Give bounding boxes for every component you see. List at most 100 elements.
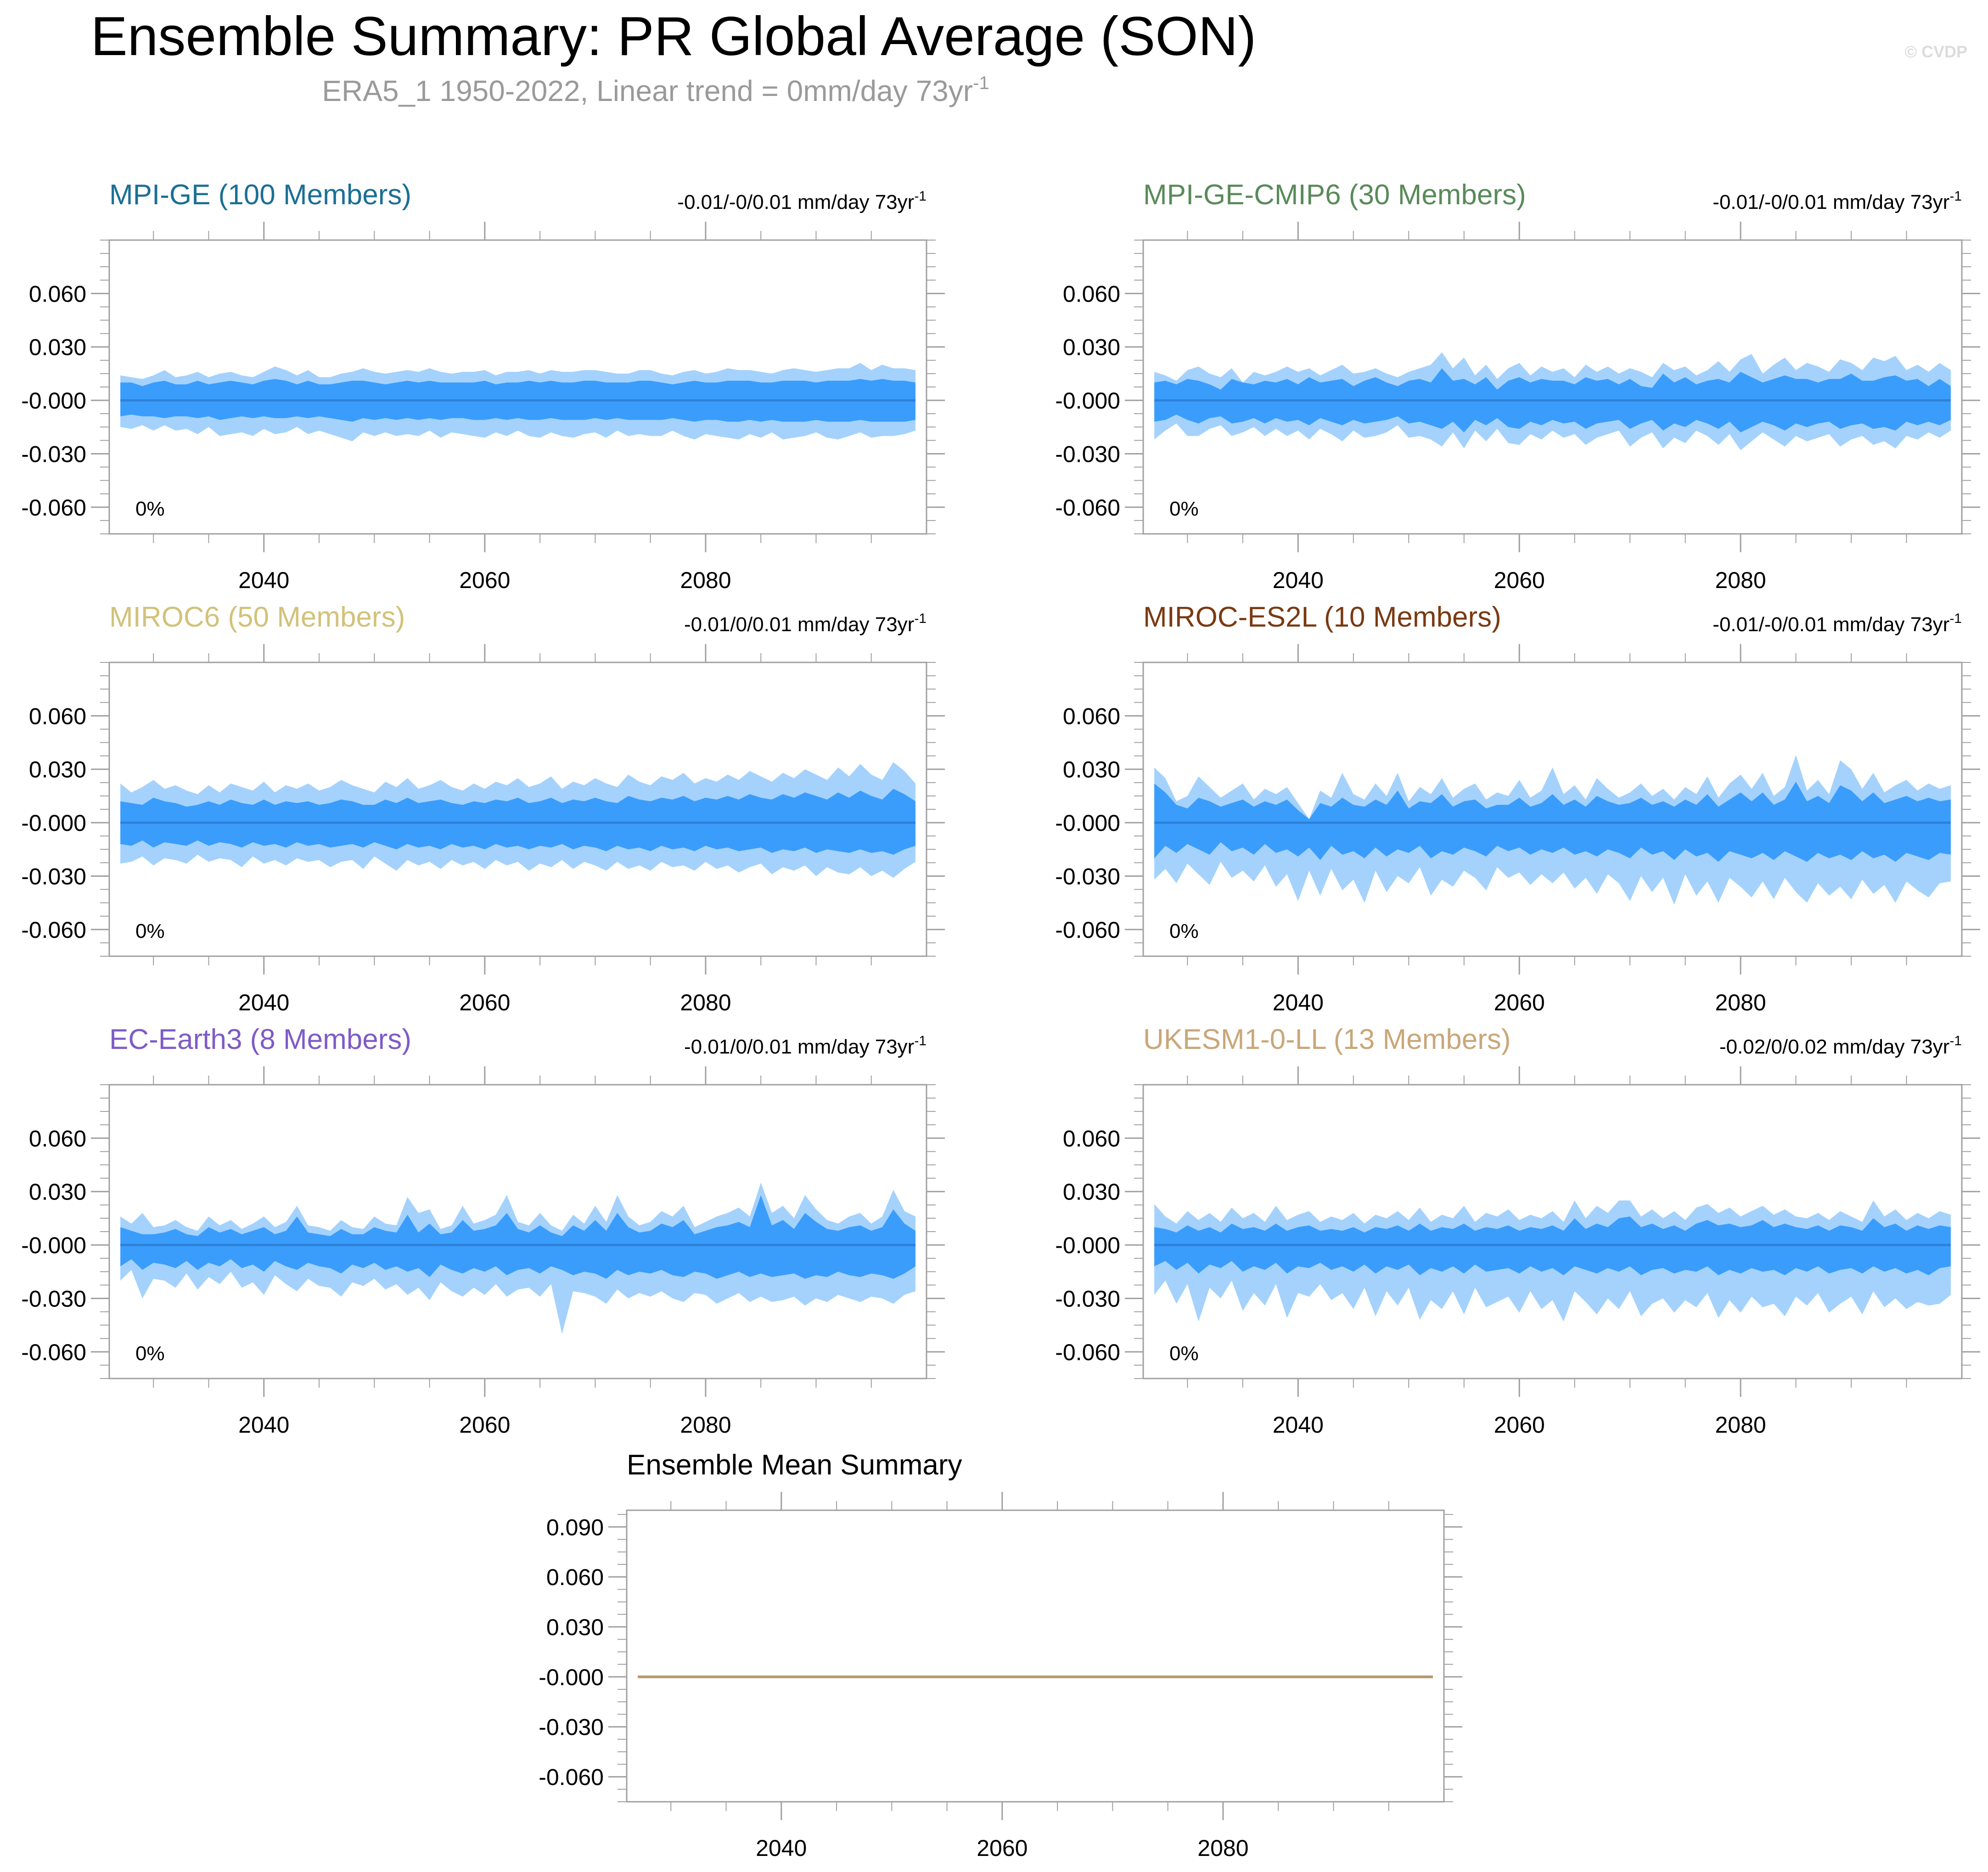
panel-trend: -0.01/0/0.01 mm/day 73yr-1 xyxy=(684,1033,927,1058)
y-tick-label: 0.060 xyxy=(1063,281,1120,307)
y-tick-label: -0.000 xyxy=(21,810,86,836)
panel-percent: 0% xyxy=(135,920,165,942)
panel-ec-earth3: 0.060 0.030 -0.000 -0.030 -0.060 2040 2060 2080… xyxy=(21,1024,945,1438)
panel-ensemble-mean-summary: 0.090 0.060 0.030 -0.000 -0.030 -0.060 2040 206… xyxy=(539,1449,1462,1861)
panel-trend-text: -0.02/0/0.02 mm/day 73yr xyxy=(1719,1036,1949,1058)
y-tick-label: -0.060 xyxy=(1055,495,1120,521)
x-tick-label: 2080 xyxy=(1715,990,1766,1015)
y-tick-label: -0.030 xyxy=(21,863,86,889)
panel-percent: 0% xyxy=(1169,1342,1199,1365)
y-tick-label: 0.090 xyxy=(546,1514,604,1540)
y-tick-label: 0.060 xyxy=(1063,1126,1120,1151)
x-tick-label: 2060 xyxy=(977,1835,1028,1861)
y-tick-label: -0.030 xyxy=(21,441,86,467)
y-tick-label: -0.060 xyxy=(539,1765,604,1790)
band-10-90 xyxy=(120,1195,915,1279)
x-tick-label: 2080 xyxy=(680,567,731,593)
axis-ticks xyxy=(608,1492,1462,1820)
axis-ticks xyxy=(91,222,945,552)
panel-trend-sup: -1 xyxy=(914,611,927,626)
y-tick-label: -0.030 xyxy=(1055,863,1120,889)
y-tick-label: 0.060 xyxy=(29,703,86,729)
panel-trend-text: -0.01/-0/0.01 mm/day 73yr xyxy=(677,191,914,213)
panels-container: 0.060 0.030 -0.000 -0.030 -0.060 2040 2060 2080… xyxy=(21,179,1980,1861)
y-tick-label: -0.060 xyxy=(21,495,86,521)
y-tick-label: 0.030 xyxy=(29,335,86,360)
x-tick-label: 2060 xyxy=(459,567,510,593)
x-tick-label: 2040 xyxy=(1273,567,1324,593)
panel-trend-sup: -1 xyxy=(1949,1033,1962,1048)
panel-miroc-es2l: 0.060 0.030 -0.000 -0.030 -0.060 2040 2060 2080… xyxy=(1055,601,1980,1015)
panel-title: MIROC-ES2L (10 Members) xyxy=(1143,601,1501,633)
panel-percent: 0% xyxy=(1169,920,1199,942)
y-tick-label: 0.030 xyxy=(1063,757,1120,783)
watermark: © CVDP xyxy=(1904,42,1967,61)
panel-percent: 0% xyxy=(135,498,165,520)
y-tick-label: -0.030 xyxy=(21,1286,86,1312)
panel-title: EC-Earth3 (8 Members) xyxy=(109,1024,411,1055)
panel-title: MPI-GE-CMIP6 (30 Members) xyxy=(1143,179,1526,211)
figure-subtitle-text: ERA5_1 1950-2022, Linear trend = 0mm/day… xyxy=(322,74,973,107)
y-tick-label: -0.060 xyxy=(1055,1340,1120,1365)
panel-title: UKESM1-0-LL (13 Members) xyxy=(1143,1024,1511,1055)
panel-percent: 0% xyxy=(135,1342,165,1365)
panel-percent: 0% xyxy=(1169,498,1199,520)
x-tick-label: 2080 xyxy=(1197,1835,1248,1861)
panel-trend-text: -0.01/0/0.01 mm/day 73yr xyxy=(684,1036,914,1058)
y-tick-label: -0.000 xyxy=(539,1665,604,1690)
y-tick-label: 0.060 xyxy=(1063,703,1120,729)
axis-ticks xyxy=(1125,644,1980,975)
x-tick-label: 2060 xyxy=(459,990,510,1015)
y-tick-label: -0.030 xyxy=(1055,441,1120,467)
y-tick-label: 0.030 xyxy=(1063,335,1120,360)
y-tick-label: -0.060 xyxy=(21,1340,86,1365)
y-tick-label: 0.030 xyxy=(29,1179,86,1205)
axis-ticks xyxy=(91,644,945,975)
y-tick-label: -0.000 xyxy=(21,1233,86,1258)
panel-ukesm1-0-ll: 0.060 0.030 -0.000 -0.030 -0.060 2040 2060 2080… xyxy=(1055,1024,1980,1438)
plot-area xyxy=(627,1510,1444,1802)
figure-subtitle-sup: -1 xyxy=(973,73,989,93)
panel-trend-sup: -1 xyxy=(914,1033,927,1048)
x-tick-label: 2060 xyxy=(1494,1412,1545,1438)
y-tick-label: -0.000 xyxy=(1055,1233,1120,1258)
panel-trend: -0.01/0/0.01 mm/day 73yr-1 xyxy=(684,611,927,636)
panel-trend: -0.01/-0/0.01 mm/day 73yr-1 xyxy=(1713,189,1962,213)
panel-title: Ensemble Mean Summary xyxy=(627,1449,962,1481)
x-tick-label: 2080 xyxy=(680,1412,731,1438)
y-tick-label: 0.030 xyxy=(546,1614,604,1640)
x-tick-label: 2080 xyxy=(680,990,731,1015)
axis-ticks xyxy=(1125,1066,1980,1397)
panel-trend-sup: -1 xyxy=(1949,611,1962,626)
y-tick-label: -0.000 xyxy=(1055,810,1120,836)
panel-mpi-ge-cmip6: 0.060 0.030 -0.000 -0.030 -0.060 2040 2060 2080… xyxy=(1055,179,1980,593)
figure-subtitle: ERA5_1 1950-2022, Linear trend = 0mm/day… xyxy=(322,73,989,107)
panel-trend: -0.02/0/0.02 mm/day 73yr-1 xyxy=(1719,1033,1962,1058)
y-tick-label: 0.060 xyxy=(29,281,86,307)
panel-mpi-ge: 0.060 0.030 -0.000 -0.030 -0.060 2040 2060 2080… xyxy=(21,179,945,593)
x-tick-label: 2040 xyxy=(238,990,289,1015)
panel-miroc6: 0.060 0.030 -0.000 -0.030 -0.060 2040 2060 2080… xyxy=(21,601,945,1015)
axis-ticks xyxy=(1125,222,1980,552)
panel-trend-text: -0.01/0/0.01 mm/day 73yr xyxy=(684,613,914,636)
y-tick-label: -0.030 xyxy=(539,1715,604,1740)
plot-frame xyxy=(626,1509,1445,1803)
y-tick-label: 0.030 xyxy=(1063,1179,1120,1205)
x-tick-label: 2060 xyxy=(1494,990,1545,1015)
x-tick-label: 2040 xyxy=(756,1835,807,1861)
y-tick-label: -0.000 xyxy=(21,388,86,414)
panel-title: MPI-GE (100 Members) xyxy=(109,179,411,211)
panel-trend-sup: -1 xyxy=(914,189,927,204)
y-tick-label: 0.030 xyxy=(29,757,86,783)
panel-trend: -0.01/-0/0.01 mm/day 73yr-1 xyxy=(677,189,927,213)
y-tick-label: 0.060 xyxy=(546,1564,604,1590)
y-tick-label: -0.030 xyxy=(1055,1286,1120,1312)
panel-trend-sup: -1 xyxy=(1949,189,1962,204)
x-tick-label: 2040 xyxy=(1273,990,1324,1015)
y-tick-label: -0.000 xyxy=(1055,388,1120,414)
x-tick-label: 2060 xyxy=(1494,567,1545,593)
y-tick-label: 0.060 xyxy=(29,1126,86,1151)
y-tick-label: -0.060 xyxy=(21,917,86,943)
x-tick-label: 2080 xyxy=(1715,1412,1766,1438)
